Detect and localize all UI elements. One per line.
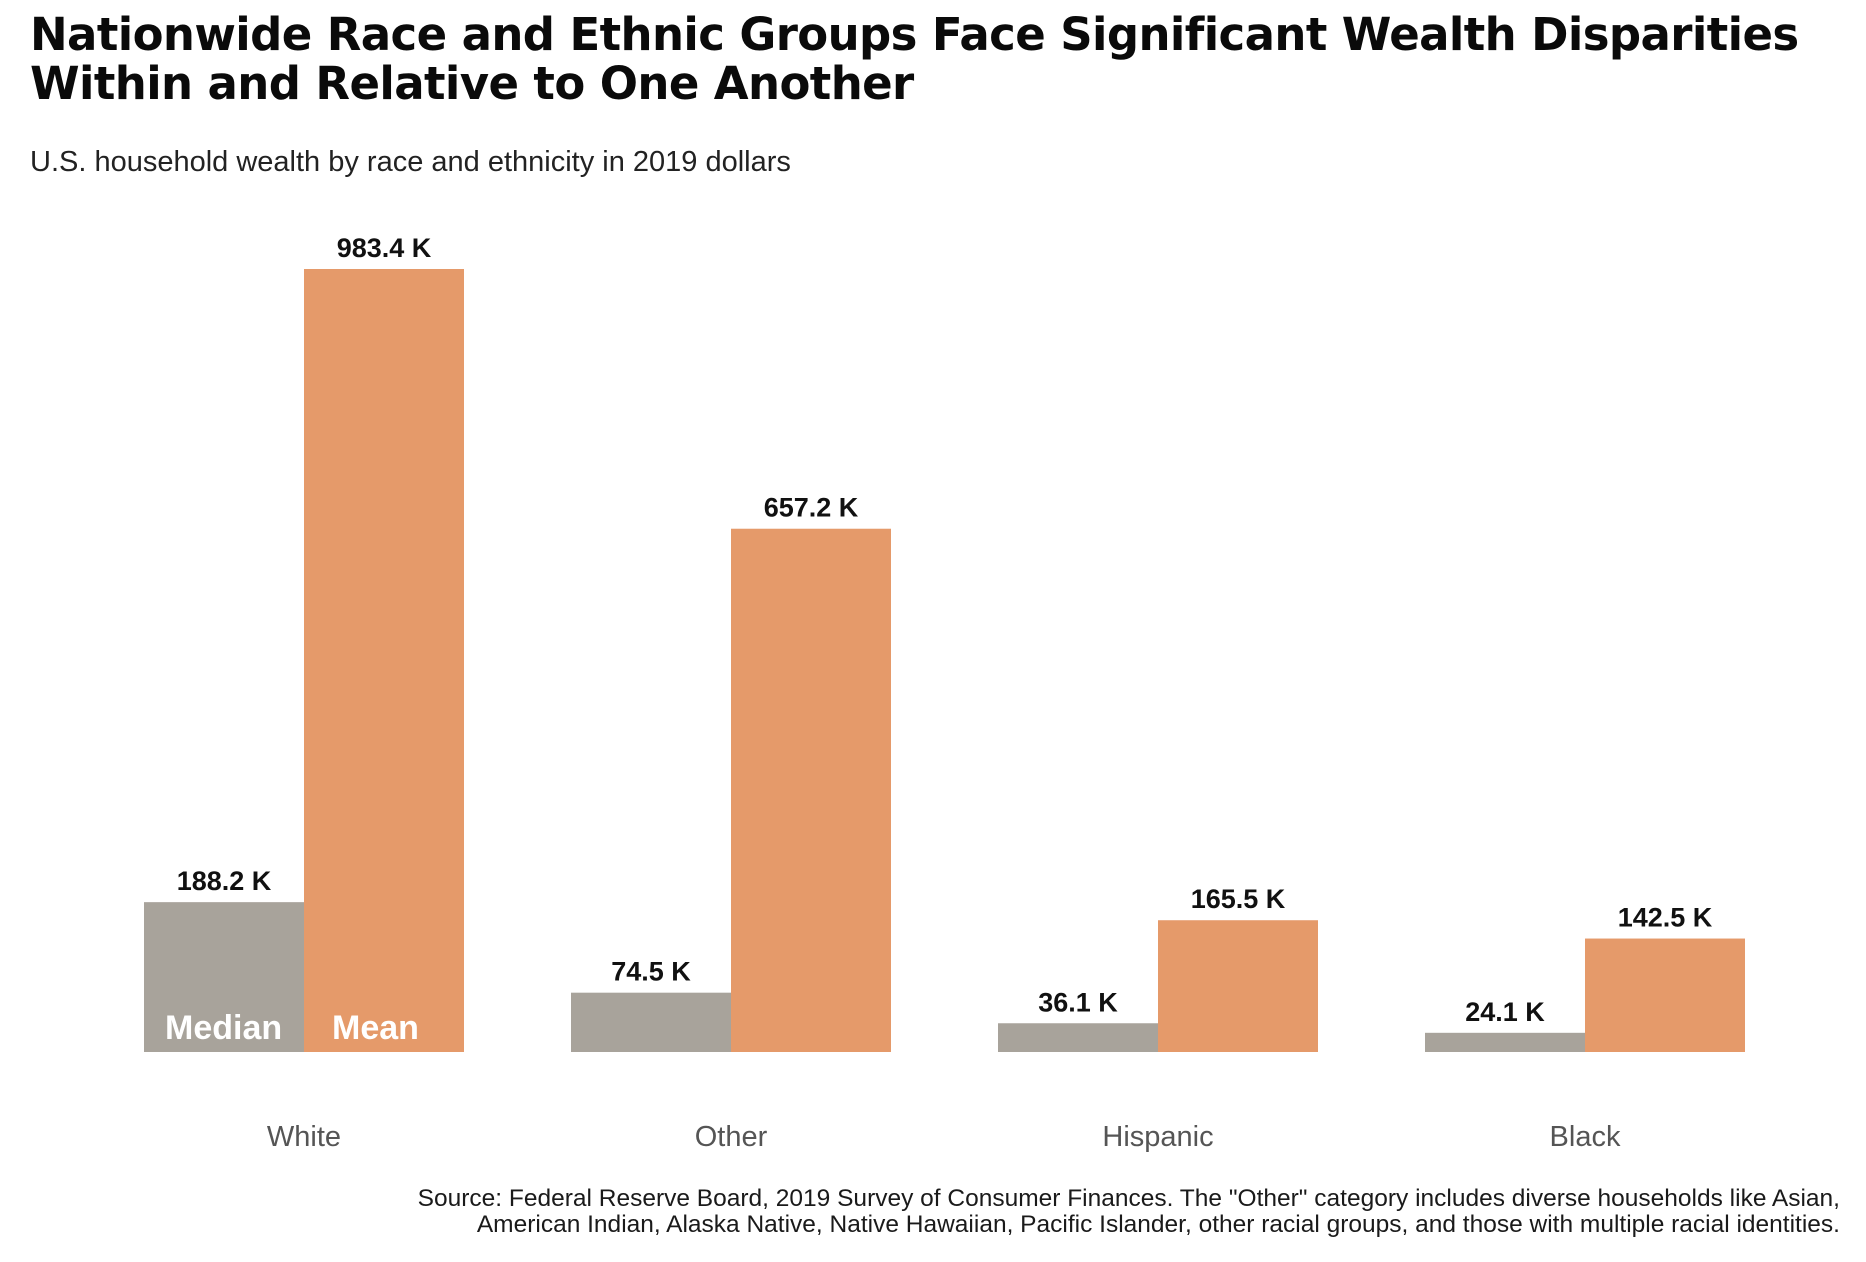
- data-label-mean-white: 983.4 K: [337, 233, 432, 263]
- category-label-black: Black: [1550, 1121, 1621, 1153]
- data-label-mean-hispanic: 165.5 K: [1191, 884, 1286, 914]
- bar-group-hispanic: 36.1 K 165.5 K Hispanic: [998, 884, 1318, 1153]
- bar-mean-black: [1585, 938, 1745, 1052]
- bar-mean-other: [731, 528, 891, 1052]
- data-label-mean-black: 142.5 K: [1618, 903, 1713, 933]
- bar-mean-white: [304, 269, 464, 1052]
- bar-group-white: 188.2 K Median 983.4 K Mean White: [144, 233, 464, 1153]
- category-label-white: White: [267, 1121, 341, 1153]
- chart-subtitle: U.S. household wealth by race and ethnic…: [30, 146, 791, 178]
- source-note-line-1: Source: Federal Reserve Board, 2019 Surv…: [417, 1185, 1840, 1212]
- chart-title: Nationwide Race and Ethnic Groups Face S…: [30, 10, 1830, 108]
- source-note: Source: Federal Reserve Board, 2019 Surv…: [418, 1186, 1840, 1238]
- data-label-median-other: 74.5 K: [611, 957, 691, 987]
- source-note-line-2: American Indian, Alaska Native, Native H…: [476, 1211, 1840, 1238]
- bar-group-other: 74.5 K 657.2 K Other: [571, 493, 891, 1153]
- category-label-hispanic: Hispanic: [1102, 1121, 1213, 1153]
- data-label-median-hispanic: 36.1 K: [1038, 987, 1118, 1017]
- bar-median-other: [571, 992, 731, 1052]
- data-label-median-white: 188.2 K: [177, 866, 272, 896]
- chart-title-line-1: Nationwide Race and Ethnic Groups Face S…: [30, 8, 1799, 61]
- category-label-other: Other: [695, 1121, 768, 1153]
- bar-median-black: [1425, 1032, 1585, 1052]
- legend-label-mean: Mean: [332, 1009, 419, 1047]
- data-label-mean-other: 657.2 K: [764, 493, 859, 523]
- bar-mean-hispanic: [1158, 920, 1318, 1052]
- chart-title-line-2: Within and Relative to One Another: [30, 57, 914, 110]
- bar-median-white: [144, 902, 304, 1052]
- data-label-median-black: 24.1 K: [1465, 997, 1545, 1027]
- legend-label-median: Median: [165, 1009, 282, 1047]
- bar-group-black: 24.1 K 142.5 K Black: [1425, 903, 1745, 1153]
- bar-median-hispanic: [998, 1023, 1158, 1052]
